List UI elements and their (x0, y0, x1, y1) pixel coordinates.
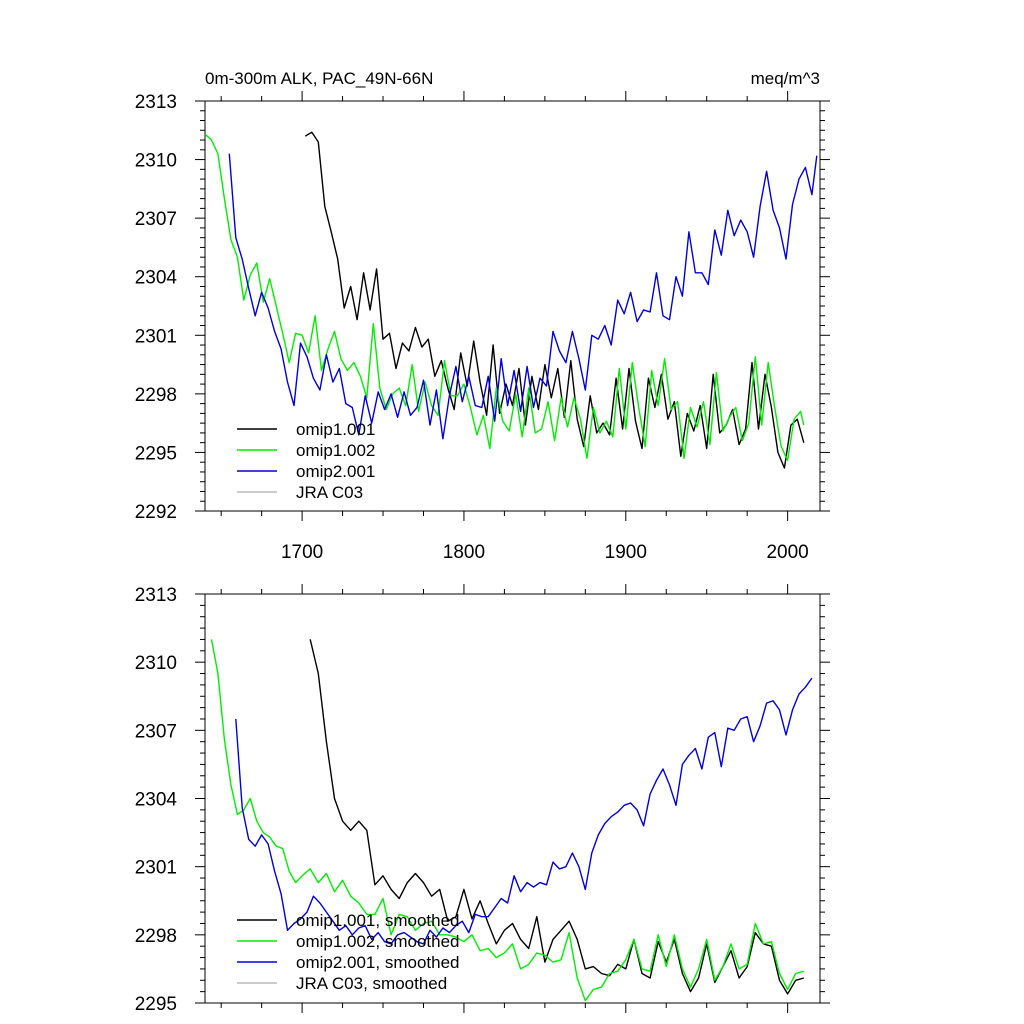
y-tick-label: 2307 (135, 209, 177, 230)
y-tick-label: 2310 (135, 151, 177, 172)
y-tick-label: 2295 (135, 994, 177, 1015)
y-tick-label: 2301 (135, 326, 177, 347)
y-tick-label: 2304 (135, 268, 178, 289)
bottom-panel: 2295 2298 2301 2304 2307 2310 2313 omip1.001, s… (135, 584, 830, 1015)
legend-label: omip1.001, smoothed (296, 911, 460, 930)
x-tick-label: 1700 (281, 542, 323, 563)
y-tick-label: 2298 (135, 385, 177, 406)
legend-label: omip1.001 (296, 420, 375, 439)
x-tick-label: 1900 (605, 542, 647, 563)
series-line-2 (235, 677, 813, 945)
x-tick-label: 1800 (443, 542, 485, 563)
y-tick-label: 2298 (135, 926, 177, 947)
y-tick-label: 2301 (135, 858, 177, 879)
legend-label: JRA C03 (296, 483, 363, 502)
y-tick-label: 2304 (135, 790, 178, 811)
series-line-1 (204, 133, 805, 461)
series-line-2 (228, 153, 818, 440)
y-tick-label: 2313 (135, 585, 177, 606)
legend-label: omip1.002, smoothed (296, 932, 460, 951)
top-panel: 2292 2295 2298 2301 2304 2307 2310 2313 1700 1800… (135, 69, 830, 563)
series-line-1 (210, 639, 804, 1002)
y-tick-label: 2310 (135, 653, 177, 674)
y-tick-label: 2313 (135, 92, 177, 113)
series-line-0 (304, 131, 805, 469)
units-label: meq/m^3 (751, 69, 820, 88)
legend-label: omip1.002 (296, 441, 375, 460)
chart-title: 0m-300m ALK, PAC_49N-66N (205, 69, 433, 88)
legend-label: omip2.001 (296, 462, 375, 481)
y-tick-label: 2307 (135, 721, 177, 742)
legend-label: omip2.001, smoothed (296, 953, 460, 972)
legend-label: JRA C03, smoothed (296, 974, 447, 993)
y-tick-label: 2295 (135, 443, 177, 464)
y-tick-label: 2292 (135, 502, 177, 523)
x-tick-label: 2000 (766, 542, 808, 563)
